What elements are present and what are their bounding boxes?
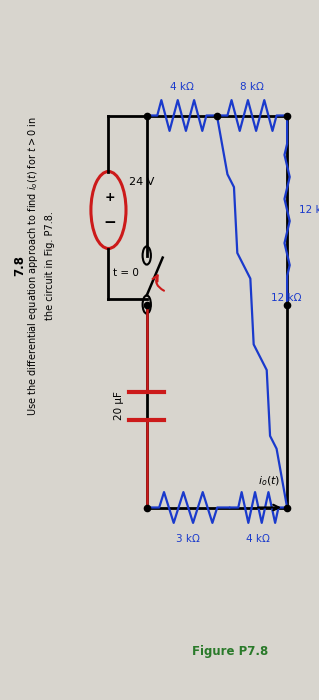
Text: 20 μF: 20 μF	[115, 391, 124, 421]
Text: $i_o(t)$: $i_o(t)$	[258, 475, 281, 488]
Text: +: +	[105, 191, 115, 204]
Text: −: −	[104, 215, 116, 230]
Text: Use the differential equation approach to find $i_o(t)$ for $t > 0$ in: Use the differential equation approach t…	[26, 116, 40, 416]
Text: 8 kΩ: 8 kΩ	[240, 83, 264, 92]
Text: 12 kΩ: 12 kΩ	[271, 293, 302, 302]
Text: 7.8: 7.8	[13, 256, 26, 276]
Text: 4 kΩ: 4 kΩ	[170, 83, 194, 92]
Text: 3 kΩ: 3 kΩ	[176, 534, 200, 544]
Text: Figure P7.8: Figure P7.8	[191, 645, 268, 658]
Text: t = 0: t = 0	[113, 268, 139, 278]
Text: 24 V: 24 V	[129, 177, 155, 187]
Text: the circuit in Fig. P7.8.: the circuit in Fig. P7.8.	[45, 211, 55, 321]
Text: 4 kΩ: 4 kΩ	[247, 534, 270, 544]
Text: 12 kΩ: 12 kΩ	[299, 205, 319, 215]
